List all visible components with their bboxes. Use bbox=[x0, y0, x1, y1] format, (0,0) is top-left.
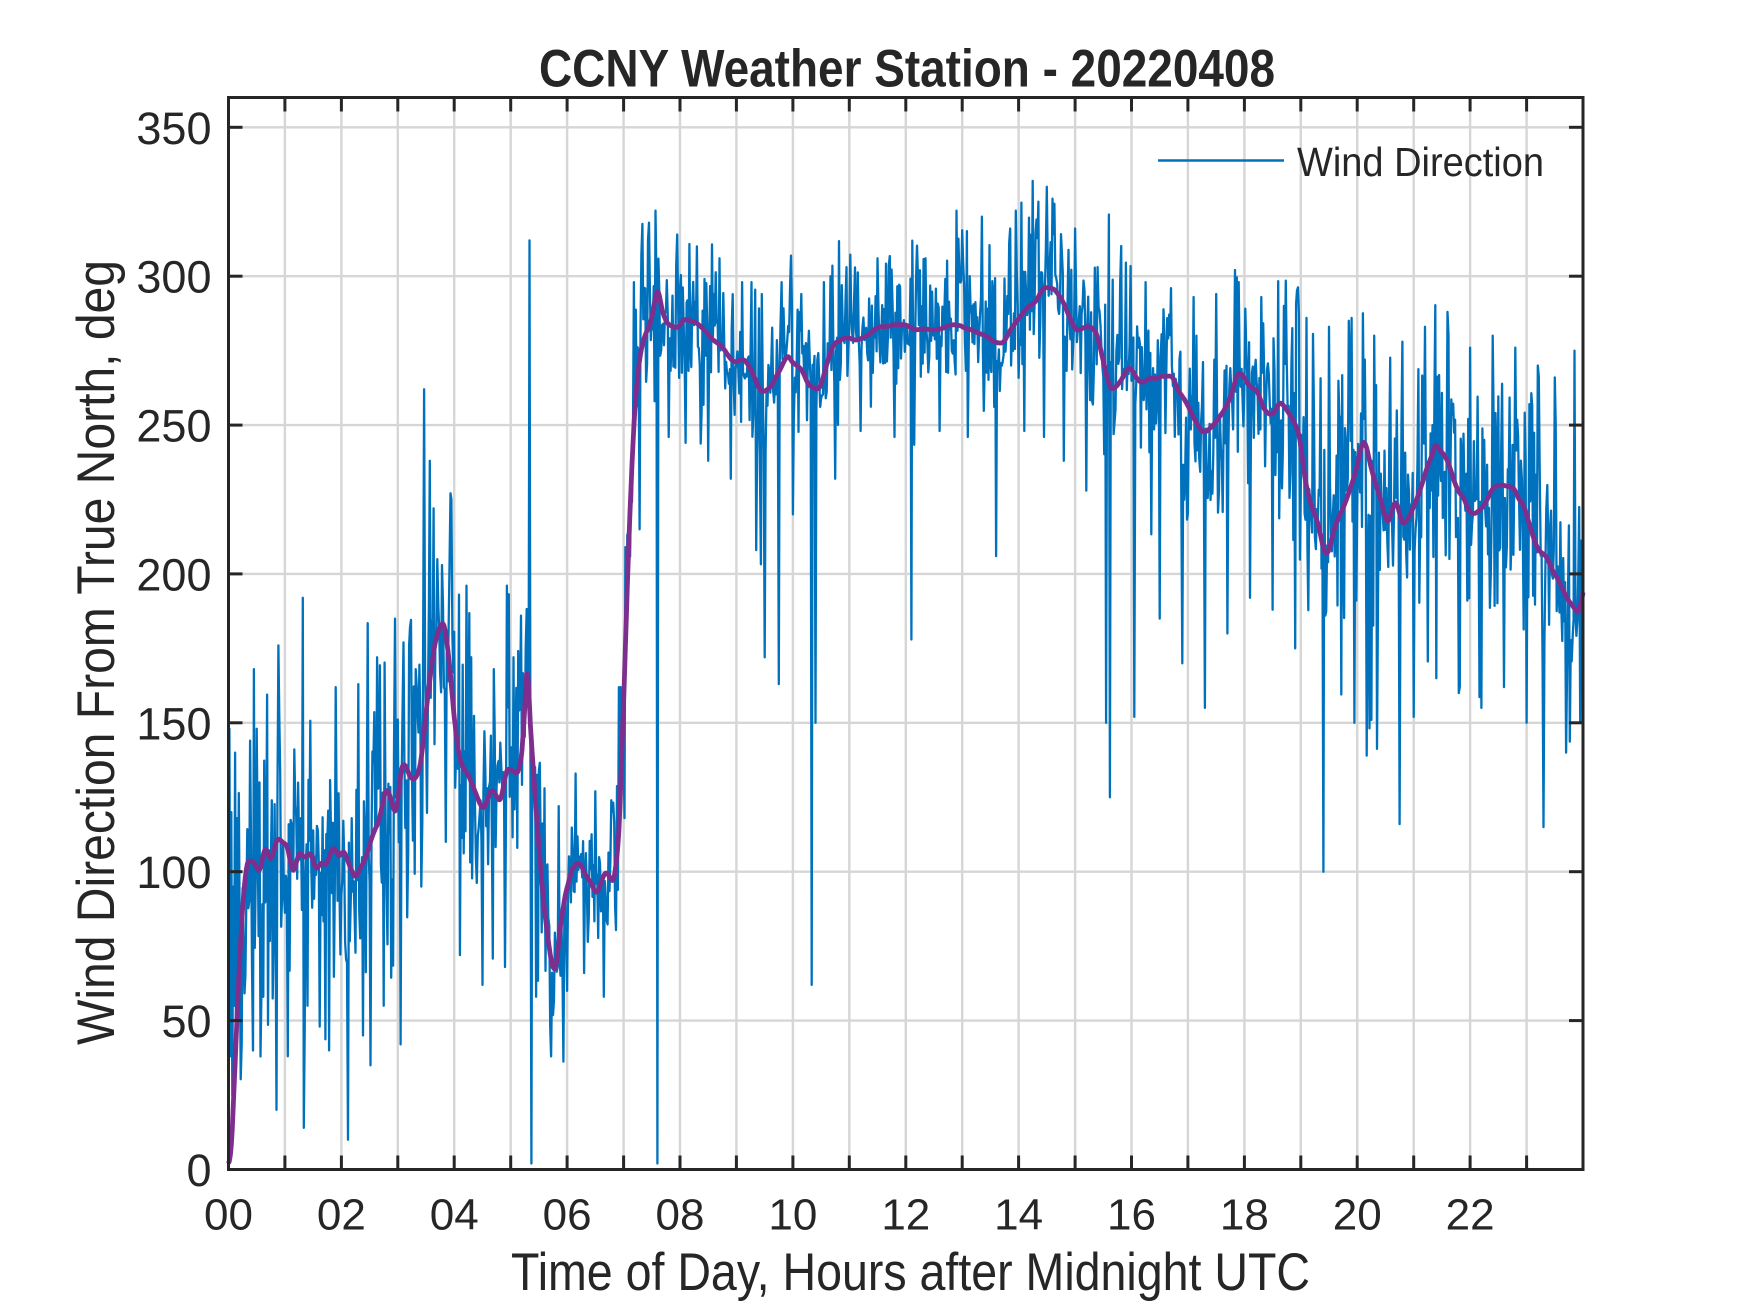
svg-text:14: 14 bbox=[994, 1191, 1043, 1240]
svg-text:Wind Direction From True North: Wind Direction From True North, deg bbox=[67, 260, 126, 1045]
svg-text:12: 12 bbox=[881, 1191, 930, 1240]
svg-text:300: 300 bbox=[136, 252, 211, 303]
svg-text:Wind Direction: Wind Direction bbox=[1297, 139, 1544, 185]
svg-text:06: 06 bbox=[543, 1191, 592, 1240]
svg-text:150: 150 bbox=[136, 698, 211, 749]
svg-text:18: 18 bbox=[1220, 1191, 1269, 1240]
svg-text:100: 100 bbox=[136, 847, 211, 898]
svg-text:08: 08 bbox=[656, 1191, 705, 1240]
svg-text:350: 350 bbox=[136, 103, 211, 154]
svg-text:22: 22 bbox=[1446, 1191, 1495, 1240]
svg-text:04: 04 bbox=[430, 1191, 479, 1240]
svg-text:02: 02 bbox=[317, 1191, 366, 1240]
svg-text:CCNY Weather Station - 2022040: CCNY Weather Station - 20220408 bbox=[539, 40, 1275, 99]
svg-text:50: 50 bbox=[161, 996, 211, 1047]
svg-text:10: 10 bbox=[768, 1191, 817, 1240]
svg-text:250: 250 bbox=[136, 401, 211, 452]
svg-text:200: 200 bbox=[136, 549, 211, 600]
svg-text:20: 20 bbox=[1333, 1191, 1382, 1240]
svg-text:00: 00 bbox=[204, 1191, 253, 1240]
svg-text:16: 16 bbox=[1107, 1191, 1156, 1240]
svg-text:Time of Day, Hours after Midni: Time of Day, Hours after Midnight UTC bbox=[511, 1243, 1310, 1302]
svg-text:0: 0 bbox=[186, 1145, 211, 1196]
